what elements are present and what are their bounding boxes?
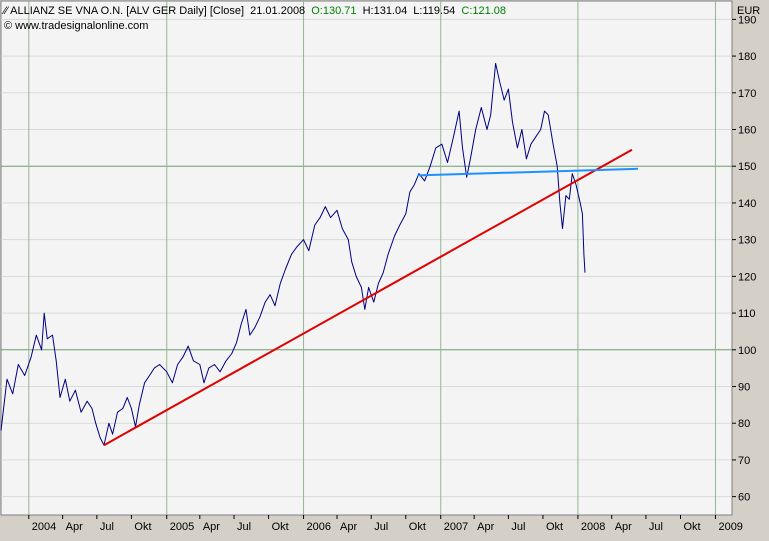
grid-layer: [1, 1, 732, 515]
x-tick-label: 2008: [581, 521, 605, 533]
x-tick-label: Okt: [134, 521, 151, 533]
x-tick-label: Okt: [546, 521, 563, 533]
x-tick-label: Apr: [477, 521, 494, 533]
y-tick-label: 60: [738, 492, 750, 504]
x-tick-label: 2006: [307, 521, 331, 533]
x-tick-label: Okt: [684, 521, 701, 533]
symbol-label: ALLIANZ SE VNA O.N. [ALV GER Daily] [Clo…: [10, 5, 244, 17]
y-tick-label: 70: [738, 455, 750, 467]
y-tick-label: 120: [738, 271, 756, 283]
y-tick-label: 130: [738, 235, 756, 247]
x-tick-label: Jul: [237, 521, 251, 533]
y-tick-label: 140: [738, 198, 756, 210]
open-value: O:130.71: [311, 5, 356, 17]
x-tick-label: Okt: [272, 521, 289, 533]
x-tick-label: Jul: [374, 521, 388, 533]
x-axis: 2004 Apr Jul Okt 2005 Apr Jul Okt 2006 Apr Jul Okt 2…: [28, 515, 743, 533]
x-tick-label: Okt: [409, 521, 426, 533]
y-axis: 60 70 80 90 100 110 120 130 140 150 160 170 180 190: [732, 14, 756, 504]
copyright-label: © www.tradesignalonline.com: [4, 20, 148, 32]
x-tick-label: 2007: [444, 521, 468, 533]
high-value: H:131.04: [363, 5, 408, 17]
resistance-line-line: [417, 167, 639, 177]
x-tick-label: Jul: [649, 521, 663, 533]
x-tick-label: Apr: [66, 521, 83, 533]
y-tick-label: 190: [738, 14, 756, 26]
y-tick-label: 100: [738, 345, 756, 357]
x-tick-label: Apr: [615, 521, 632, 533]
x-tick-label: 2009: [718, 521, 742, 533]
indicator-icon: ⁄⁄: [1, 5, 10, 17]
y-tick-label: 160: [738, 125, 756, 137]
y-tick-label: 180: [738, 51, 756, 63]
y-tick-label: 80: [738, 418, 750, 430]
plot-area[interactable]: [0, 0, 733, 516]
close-value: C:121.08: [461, 5, 506, 17]
series-layer: [0, 62, 639, 447]
y-tick-label: 150: [738, 161, 756, 173]
x-tick-label: Jul: [511, 521, 525, 533]
support-trendline-line: [103, 148, 633, 447]
chart-header-line: ⁄⁄ ALLIANZ SE VNA O.N. [ALV GER Daily] […: [1, 5, 506, 17]
date-label: 21.01.2008: [250, 5, 305, 17]
y-tick-label: 90: [738, 382, 750, 394]
y-axis-unit-label: EUR: [737, 5, 760, 17]
x-tick-label: 2004: [32, 521, 56, 533]
x-tick-label: Jul: [100, 521, 114, 533]
x-tick-label: 2005: [170, 521, 194, 533]
low-value: L:119.54: [413, 5, 455, 17]
price-line: [0, 62, 586, 446]
x-tick-label: Apr: [340, 521, 357, 533]
y-tick-label: 170: [738, 88, 756, 100]
chart-header: ⁄⁄ ALLIANZ SE VNA O.N. [ALV GER Daily] […: [1, 5, 506, 32]
x-tick-label: Apr: [203, 521, 220, 533]
y-tick-label: 110: [738, 308, 756, 320]
